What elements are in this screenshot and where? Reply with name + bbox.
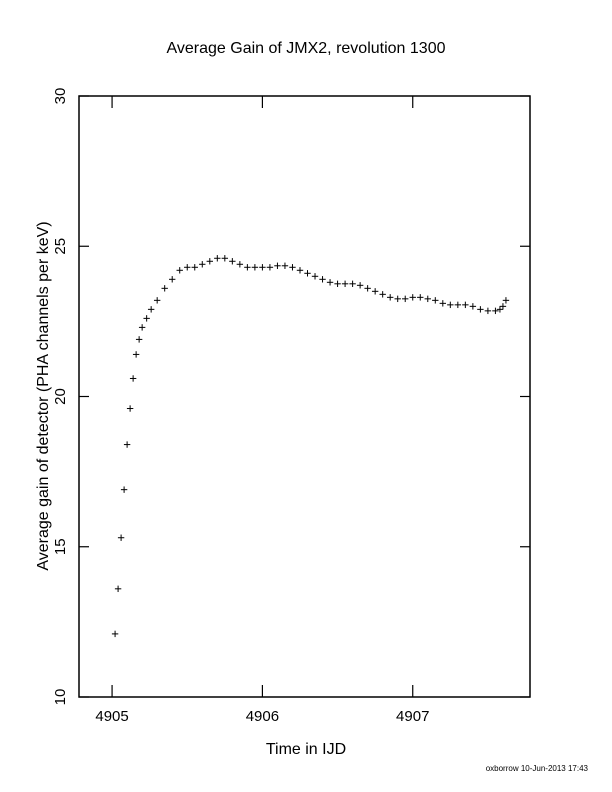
y-tick-label: 10 <box>52 689 69 706</box>
data-point <box>126 405 134 412</box>
data-points <box>111 255 510 638</box>
data-point <box>379 291 386 298</box>
data-point <box>364 285 371 292</box>
data-point <box>432 297 439 304</box>
x-tick-label: 4907 <box>396 708 429 725</box>
data-point <box>496 306 504 313</box>
data-point <box>143 315 150 322</box>
data-point <box>251 264 259 271</box>
data-point <box>499 303 507 310</box>
data-point <box>199 261 206 268</box>
data-point <box>447 301 454 309</box>
data-point <box>296 267 304 274</box>
data-point <box>409 294 416 301</box>
data-point <box>135 336 143 343</box>
data-point <box>169 276 176 283</box>
y-tick-label: 30 <box>52 88 69 105</box>
data-point <box>206 258 213 265</box>
data-point <box>132 351 140 358</box>
data-point <box>349 280 356 288</box>
data-point <box>289 264 296 271</box>
data-point <box>477 306 484 313</box>
data-point <box>424 295 431 303</box>
data-point <box>259 264 266 271</box>
data-point <box>229 258 236 265</box>
data-point <box>304 270 311 277</box>
data-point <box>484 307 492 315</box>
data-point <box>114 585 122 593</box>
y-axis-label: Average gain of detector (PHA channels p… <box>35 221 52 570</box>
data-point <box>281 262 289 269</box>
data-point <box>334 280 341 288</box>
data-point <box>371 288 379 295</box>
data-point <box>111 630 119 638</box>
data-point <box>492 307 499 315</box>
x-tick-label: 4906 <box>246 708 279 725</box>
data-point <box>214 255 221 262</box>
y-tick-label: 20 <box>52 388 69 405</box>
data-point <box>394 295 401 303</box>
data-point <box>138 324 146 331</box>
data-point <box>184 264 191 271</box>
data-point <box>402 295 409 303</box>
axis-ticks <box>79 95 530 698</box>
y-tick-label: 25 <box>52 238 69 255</box>
data-point <box>117 534 125 541</box>
data-point <box>311 273 319 280</box>
chart-title: Average Gain of JMX2, revolution 1300 <box>167 40 446 57</box>
data-point <box>147 306 155 313</box>
x-tick-label: 4905 <box>95 708 128 725</box>
data-point <box>191 264 198 271</box>
data-point <box>274 262 281 269</box>
footer-stamp: oxborrow 10-Jun-2013 17:43 <box>486 764 589 773</box>
data-point <box>176 267 183 274</box>
data-point <box>244 264 251 271</box>
data-point <box>161 285 168 292</box>
data-point <box>123 441 131 448</box>
data-point <box>221 255 229 262</box>
data-point <box>454 301 462 309</box>
data-point <box>341 280 349 288</box>
data-point <box>236 261 244 268</box>
data-point <box>319 276 326 283</box>
data-point <box>386 294 394 301</box>
data-point <box>356 282 364 289</box>
x-axis-label: Time in IJD <box>266 741 346 758</box>
data-point <box>502 297 510 304</box>
data-point <box>326 279 334 286</box>
data-point <box>266 264 274 271</box>
y-tick-label: 15 <box>52 538 69 555</box>
data-point <box>439 300 447 307</box>
data-point <box>462 301 469 309</box>
data-point <box>129 375 137 382</box>
data-point <box>153 297 161 304</box>
axis-tick-labels: 4905 4906 4907 10 15 20 25 30 <box>52 88 429 725</box>
data-point <box>417 294 424 301</box>
data-point <box>120 486 128 493</box>
plot-frame <box>78 95 531 698</box>
data-point <box>469 303 477 310</box>
